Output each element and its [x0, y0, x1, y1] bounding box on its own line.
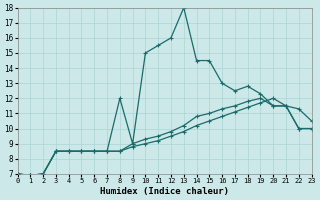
X-axis label: Humidex (Indice chaleur): Humidex (Indice chaleur) — [100, 187, 229, 196]
